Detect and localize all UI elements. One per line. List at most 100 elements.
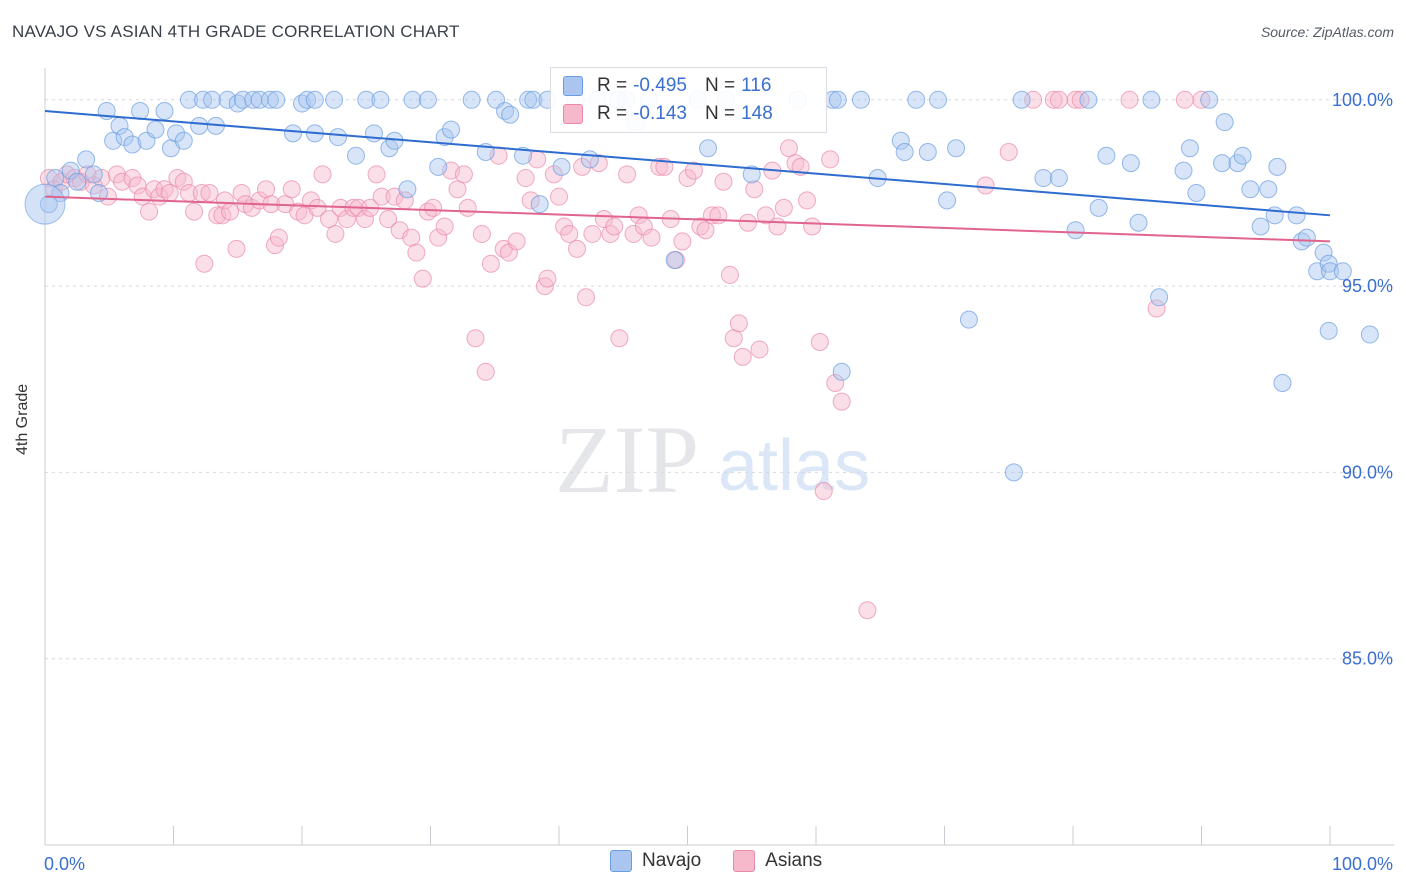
asians-point bbox=[738, 213, 757, 232]
y-tick-label: 95.0% bbox=[1342, 276, 1393, 296]
navajo-point bbox=[298, 90, 317, 109]
x-tick-label: 100.0% bbox=[1332, 854, 1393, 874]
asians-point bbox=[516, 169, 535, 188]
legend-item-asians[interactable]: Asians bbox=[733, 850, 822, 872]
asians-point bbox=[466, 329, 485, 348]
navajo-point bbox=[1319, 321, 1338, 340]
asians-point bbox=[999, 142, 1018, 161]
navajo-point bbox=[1259, 180, 1278, 199]
navajo-point bbox=[580, 150, 599, 169]
navajo-point bbox=[77, 150, 96, 169]
navajo-point bbox=[665, 251, 684, 270]
navajo-point bbox=[1268, 157, 1287, 176]
asians-point bbox=[550, 187, 568, 206]
asians-point bbox=[1044, 90, 1063, 109]
asians-point bbox=[650, 157, 669, 176]
asians-point bbox=[507, 232, 526, 251]
asians-point bbox=[629, 206, 648, 225]
asians-point bbox=[1066, 90, 1085, 109]
asians-point bbox=[308, 198, 327, 217]
asians-point bbox=[605, 217, 624, 236]
navajo-point bbox=[524, 90, 543, 109]
legend-r-value: -0.495 bbox=[633, 75, 687, 96]
navajo-point bbox=[364, 124, 383, 143]
navajo-point bbox=[174, 131, 193, 150]
asians-point bbox=[429, 228, 448, 247]
navajo-point bbox=[61, 161, 80, 180]
navajo-point bbox=[190, 116, 209, 135]
navajo-point bbox=[1215, 113, 1234, 132]
asians-point bbox=[200, 183, 219, 202]
navajo-point bbox=[1079, 90, 1098, 109]
navajo-point bbox=[1174, 161, 1193, 180]
navajo-point bbox=[203, 90, 222, 109]
asians-point bbox=[78, 165, 97, 184]
asians-point bbox=[745, 180, 764, 199]
asians-point bbox=[454, 165, 473, 184]
navajo-trend-line bbox=[44, 109, 1331, 217]
asians-point bbox=[567, 239, 586, 258]
navajo-point bbox=[1200, 90, 1219, 109]
navajo-point bbox=[1273, 373, 1292, 392]
asians-point bbox=[780, 139, 799, 158]
asians-point bbox=[594, 210, 613, 229]
navajo-point bbox=[357, 90, 376, 109]
navajo-point bbox=[851, 90, 870, 109]
asians-point bbox=[160, 183, 179, 202]
legend-label-asians: Asians bbox=[765, 850, 823, 871]
navajo-point bbox=[1150, 288, 1169, 307]
y-axis-label: 4th Grade bbox=[14, 383, 31, 455]
legend-label-navajo: Navajo bbox=[642, 850, 702, 871]
asians-point bbox=[684, 161, 703, 180]
legend-swatch-navajo bbox=[610, 850, 632, 872]
asians-point bbox=[774, 198, 793, 217]
asians-point bbox=[768, 217, 787, 236]
legend-swatch-navajo bbox=[563, 76, 583, 96]
asians-point bbox=[756, 206, 775, 225]
asians-point bbox=[98, 187, 117, 206]
navajo-point bbox=[1004, 463, 1023, 482]
navajo-point bbox=[68, 172, 87, 191]
navajo-point bbox=[895, 142, 914, 161]
navajo-point bbox=[1233, 146, 1252, 165]
asians-point bbox=[624, 224, 643, 243]
navajo-point bbox=[514, 146, 533, 165]
x-tick-label: 0.0% bbox=[44, 854, 85, 874]
legend-n-label: N = bbox=[704, 103, 736, 124]
navajo-point bbox=[442, 120, 461, 139]
asians-point bbox=[750, 340, 769, 359]
asians-point bbox=[583, 224, 602, 243]
asians-point bbox=[195, 254, 214, 273]
navajo-point bbox=[267, 90, 286, 109]
navajo-point bbox=[328, 128, 347, 147]
navajo-point bbox=[1287, 206, 1306, 225]
tick-labels: 100.0% 95.0% 90.0% 85.0% 0.0% 100.0% bbox=[44, 90, 1393, 874]
legend-item-navajo[interactable]: Navajo bbox=[610, 850, 701, 872]
navajo-point bbox=[346, 146, 365, 165]
navajo-point bbox=[1142, 90, 1161, 109]
navajo-point bbox=[115, 128, 134, 147]
asians-point bbox=[448, 180, 467, 199]
legend-n-value: 148 bbox=[741, 103, 773, 124]
asians-point bbox=[379, 210, 398, 229]
asians-point bbox=[733, 347, 752, 366]
navajo-point bbox=[429, 157, 448, 176]
navajo-point bbox=[1319, 254, 1338, 273]
navajo-point bbox=[89, 183, 108, 202]
navajo-point bbox=[325, 90, 344, 109]
legend-swatch-asians bbox=[733, 850, 756, 872]
asians-point bbox=[413, 269, 432, 288]
asians-point bbox=[573, 157, 592, 176]
navajo-point bbox=[84, 165, 103, 184]
navajo-point bbox=[530, 195, 549, 214]
asians-point bbox=[326, 224, 345, 243]
asians-point bbox=[355, 210, 374, 229]
asians-point bbox=[476, 362, 495, 381]
asians-trend-line bbox=[44, 195, 1331, 243]
navajo-point bbox=[699, 139, 718, 158]
asians-point bbox=[673, 232, 692, 251]
navajo-point bbox=[123, 135, 142, 154]
navajo-point bbox=[1360, 325, 1379, 344]
asians-point bbox=[113, 172, 132, 191]
asians-point bbox=[227, 239, 246, 258]
